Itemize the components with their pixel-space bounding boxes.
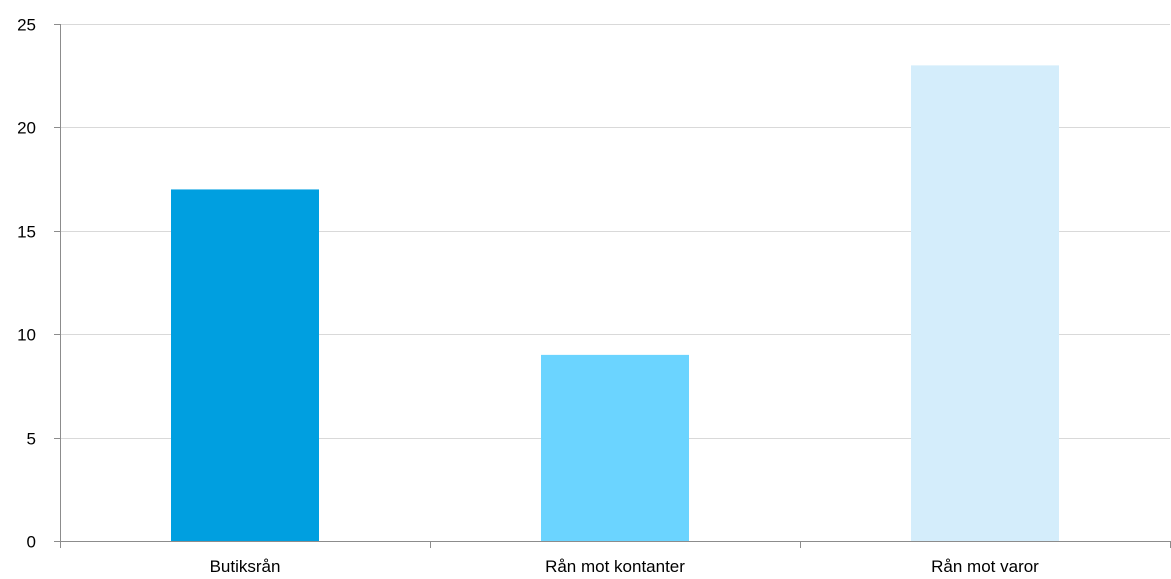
x-tick-label: Butiksrån: [210, 557, 281, 576]
bar-1: [171, 189, 319, 541]
y-tick-label: 10: [17, 326, 36, 345]
axes: [54, 24, 1171, 548]
x-tick-label: Rån mot kontanter: [545, 557, 685, 576]
x-tick-label: Rån mot varor: [931, 557, 1039, 576]
y-tick-label: 0: [27, 533, 36, 552]
bars: [171, 65, 1059, 542]
bar-2: [541, 354, 689, 541]
tick-labels: 0 5 10 15 20 25 Butiksrån Rån mot kontanter Rån …: [17, 16, 1039, 577]
y-tick-label: 15: [17, 223, 36, 242]
y-tick-label: 25: [17, 16, 36, 35]
y-tick-label: 5: [27, 430, 36, 449]
bar-3: [911, 65, 1059, 542]
y-tick-label: 20: [17, 119, 36, 138]
